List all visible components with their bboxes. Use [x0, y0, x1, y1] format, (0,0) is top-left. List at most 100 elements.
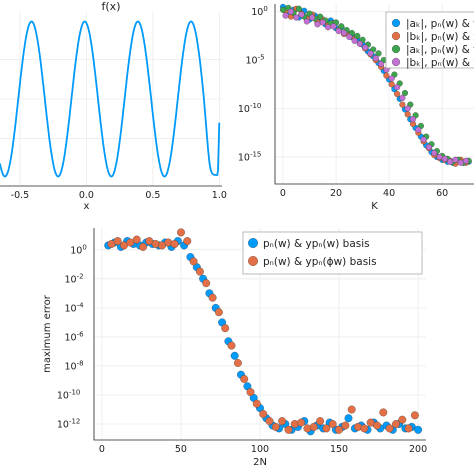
err-legend-label: pₙ(w) & ypₙ(ϕw) basis	[263, 256, 377, 268]
err-x-tick-label: 50	[175, 444, 187, 455]
err-point	[177, 228, 185, 237]
err-point	[246, 388, 255, 397]
coef-point	[462, 157, 470, 164]
coef-x-tick-label: 20	[330, 188, 342, 199]
coef-point	[388, 75, 395, 82]
err-point	[252, 399, 261, 408]
coef-point	[436, 153, 443, 160]
err-point	[158, 241, 166, 250]
coef-point	[420, 136, 427, 143]
err-point	[316, 417, 325, 426]
err-point	[233, 359, 242, 367]
coef-point	[378, 60, 385, 68]
coef-point	[383, 72, 390, 79]
err-point	[126, 238, 135, 247]
coef-legend-label: |bₖ|, pₙ(w) & y	[406, 57, 474, 69]
f-x-tick-label: 0.5	[145, 190, 160, 201]
err-point	[240, 375, 249, 383]
err-legend	[242, 231, 423, 275]
coef-x-tick-label: 40	[383, 188, 395, 199]
coef-point	[303, 18, 310, 25]
err-point	[230, 351, 239, 360]
f-x-tick-label: 1.0	[212, 190, 227, 201]
err-point	[221, 324, 230, 333]
f-x-tick-label: -0.5	[11, 190, 30, 201]
err-point	[284, 425, 293, 434]
coef-legend-label: |aₖ|, pₙ(w) & y	[406, 44, 474, 56]
err-point	[107, 240, 116, 248]
err-point	[208, 293, 217, 302]
err-point	[278, 417, 287, 426]
coef-point	[404, 105, 411, 112]
coef-y-tick-label: 10-10	[238, 102, 262, 115]
coef-legend-label: |bₖ|, pₙ(w) & y	[406, 31, 474, 43]
err-point	[189, 257, 198, 266]
f-x-label: x	[83, 201, 89, 212]
coef-point	[401, 89, 409, 97]
coef-point	[441, 155, 448, 162]
coef-point	[338, 23, 345, 30]
coef-legend-marker	[391, 18, 401, 28]
err-point	[297, 418, 306, 427]
err-point	[344, 414, 353, 423]
err-point	[170, 240, 179, 248]
coef-point	[330, 23, 337, 30]
err-point	[328, 420, 337, 428]
err-point	[214, 308, 223, 317]
err-legend-marker	[248, 256, 258, 266]
coef-point	[399, 101, 406, 108]
err-point	[341, 421, 350, 430]
coef-point	[431, 149, 438, 157]
coef-legend	[385, 11, 474, 69]
coef-point	[375, 50, 382, 57]
coef-point	[399, 94, 406, 101]
coef-x-tick-label: 0	[280, 188, 286, 199]
coef-y-tick-label: 100	[251, 5, 268, 18]
coef-point	[293, 14, 300, 21]
coef-point	[317, 13, 324, 20]
coef-point	[340, 29, 348, 37]
coef-point	[409, 116, 417, 123]
err-axes	[93, 228, 426, 441]
err-point	[309, 422, 318, 431]
coef-point	[279, 6, 287, 13]
coef-point	[362, 44, 369, 51]
coef-point	[314, 21, 321, 28]
err-y-tick-label: 10-6	[65, 330, 85, 343]
err-x-label: 2N	[253, 457, 267, 468]
coef-point	[452, 156, 459, 163]
coef-point	[404, 111, 411, 118]
err-point	[373, 421, 381, 430]
coef-point	[415, 126, 422, 133]
coef-point	[394, 84, 401, 91]
coef-point	[367, 50, 374, 57]
err-point	[132, 235, 141, 244]
coef-legend-label: |aₖ|, pₙ(w) & y	[406, 18, 474, 30]
coef-point	[309, 14, 316, 21]
coef-legend-marker	[391, 31, 401, 41]
coef-x-label: K	[371, 201, 378, 212]
err-y-tick-label: 10-8	[65, 359, 84, 372]
coef-point	[447, 158, 454, 165]
coef-legend-marker	[391, 44, 401, 54]
err-point	[404, 424, 413, 433]
err-point	[322, 424, 331, 433]
err-point	[259, 409, 268, 418]
err-point	[265, 417, 274, 426]
coef-point	[388, 81, 395, 88]
err-y-tick-label: 10-10	[57, 388, 81, 401]
coef-point	[298, 11, 305, 18]
coef-y-tick-label: 10-5	[246, 54, 265, 67]
coef-point	[354, 32, 361, 39]
coef-point	[372, 55, 379, 62]
err-point	[392, 420, 400, 428]
err-y-tick-label: 10-2	[65, 272, 84, 285]
coef-point	[394, 90, 401, 98]
err-point	[271, 422, 280, 431]
coef-point	[287, 8, 294, 15]
err-y-tick-label: 100	[70, 243, 87, 256]
coef-point	[356, 40, 363, 47]
err-point	[202, 279, 211, 288]
f-title: f(x)	[102, 0, 121, 13]
